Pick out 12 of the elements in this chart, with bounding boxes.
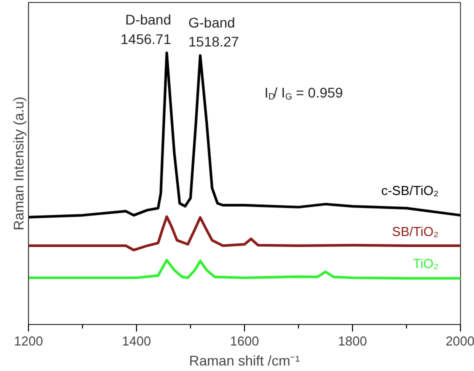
x-tick-label: 1200 — [14, 334, 43, 348]
x-tick-label: 2000 — [446, 334, 474, 348]
x-axis-title: Raman shift /cm⁻¹ — [189, 352, 300, 368]
series-label: TiO₂ — [412, 256, 439, 271]
series-label: SB/TiO₂ — [392, 224, 439, 240]
y-axis-title: Raman Intensity (a.u) — [10, 96, 26, 230]
annotation: G-band 1518.27 — [188, 14, 240, 50]
x-tick-label: 1600 — [230, 334, 259, 348]
annotation: D-band 1456.71 — [120, 12, 172, 47]
x-tick-label: 1400 — [122, 334, 151, 348]
series-label: c-SB/TiO₂ — [381, 183, 439, 198]
x-tick-label: 1800 — [338, 334, 367, 348]
